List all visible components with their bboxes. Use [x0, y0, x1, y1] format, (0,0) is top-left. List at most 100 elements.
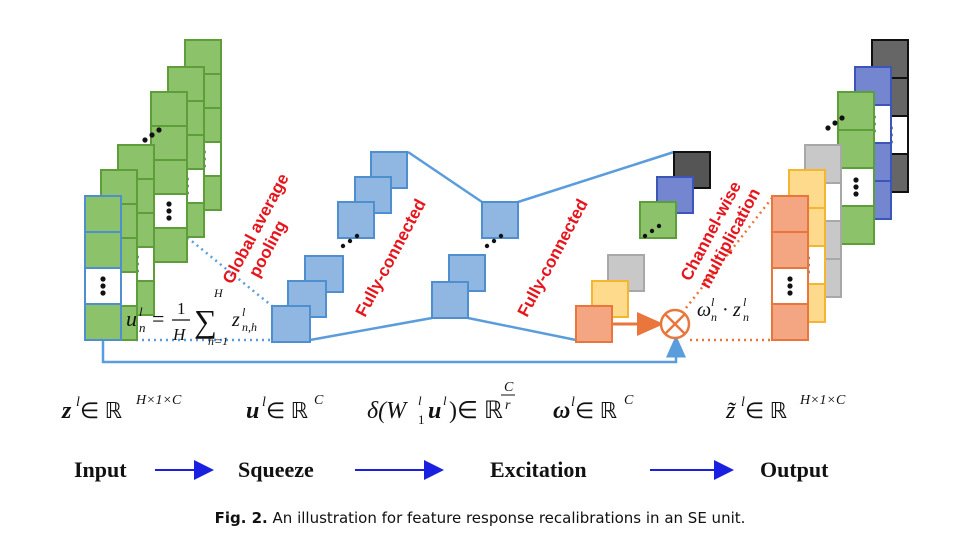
caption-text: An illustration for feature response rec…	[267, 509, 746, 527]
shape-z: z l ∈ ℝ H×1×C	[61, 393, 182, 424]
shape-delta: δ(W 1 l u l )∈ ℝ C r	[367, 380, 515, 427]
output-column-orange-cell	[771, 303, 809, 341]
input-column-2-cell	[150, 227, 188, 263]
input-front-column-cell	[84, 303, 122, 341]
fc1-ellipsis-icon	[484, 243, 490, 249]
multiply-operator-icon	[659, 308, 691, 340]
shape-zt-var: z̃	[725, 398, 737, 424]
output-depth-ellipsis-icon	[832, 120, 838, 126]
formula-u-sup: l	[139, 304, 143, 319]
formula-sum-icon: ∑	[194, 303, 217, 339]
se-unit-diagram: Global average pooling Fully-connected F…	[61, 39, 909, 482]
input-front-column-ellipsis-icon	[100, 276, 106, 282]
scale-z-sup: l	[743, 295, 747, 309]
u-ellipsis-icon	[354, 233, 360, 239]
fc2-line-bottom	[467, 316, 577, 342]
input-column-2-cell	[150, 125, 188, 161]
output-column-orange-cell	[771, 231, 809, 269]
shape-u-dims: C	[314, 393, 324, 408]
input-depth-ellipsis-icon	[156, 127, 162, 133]
formula-z-sub: n,h	[242, 320, 257, 334]
fc1-top-block	[481, 201, 519, 239]
feature-blocks	[84, 39, 909, 343]
pool-dotted-top	[135, 195, 273, 307]
label-global-average-pooling: Global average pooling	[219, 166, 313, 296]
input-column-2-ellipsis-icon	[166, 201, 172, 207]
output-column-green-cell	[837, 129, 875, 169]
input-front-column-cell	[84, 195, 122, 233]
u-top-block-2	[337, 201, 375, 239]
shape-delta-sup: l	[418, 393, 422, 408]
u-ellipsis-icon	[340, 243, 346, 249]
scale-omega-sup: l	[711, 295, 715, 309]
input-depth-ellipsis-icon	[142, 137, 148, 143]
formula-u: u	[126, 306, 137, 331]
fc1-bottom-block	[431, 281, 469, 319]
fc1-line-bottom	[309, 316, 433, 342]
output-column-orange-ellipsis-icon	[787, 290, 793, 296]
shape-omega-dims: C	[624, 393, 634, 408]
input-column-2-cell	[150, 91, 188, 127]
output-column-green-cell	[837, 205, 875, 245]
shape-delta-pre: δ(W	[367, 398, 408, 424]
input-column-2-cell	[150, 159, 188, 195]
shape-omega: ω l ∈ ℝ C	[553, 393, 634, 424]
shape-omega-var: ω	[553, 398, 570, 424]
output-column-green-ellipsis-icon	[853, 191, 859, 197]
output-depth-ellipsis-icon	[839, 115, 845, 121]
flow-squeeze: Squeeze	[238, 457, 314, 482]
formula-eq: =	[152, 306, 164, 331]
flow-output: Output	[760, 457, 829, 482]
formula-frac-den: H	[172, 325, 187, 344]
u-ellipsis-icon	[347, 238, 353, 244]
input-front-column-ellipsis-icon	[100, 283, 106, 289]
flow-input: Input	[74, 457, 127, 482]
shape-omega-sup: l	[571, 395, 575, 410]
shape-z-sup: l	[76, 395, 80, 410]
shape-z-dims: H×1×C	[135, 393, 182, 408]
fc1-ellipsis-icon	[498, 233, 504, 239]
scale-omega-sub: n	[711, 310, 717, 324]
formula-sum-bot: h=1	[208, 334, 228, 348]
shape-z-tilde: z̃ l ∈ ℝ H×1×C	[725, 393, 846, 424]
shape-delta-frac-den: r	[505, 398, 511, 413]
flow-row: Input Squeeze Excitation Output	[74, 457, 829, 482]
input-front-column-ellipsis-icon	[100, 290, 106, 296]
residual-path	[101, 335, 686, 364]
omega-ellipsis-icon	[642, 233, 648, 239]
shape-z-var: z	[61, 398, 72, 424]
shape-delta-sub: 1	[418, 412, 425, 427]
formula-frac-num: 1	[177, 299, 186, 318]
omega-ellipsis-icon	[656, 223, 662, 229]
scale-omega: ω	[697, 299, 711, 321]
input-front-column-cell	[84, 231, 122, 269]
formula-sum-top: H	[213, 286, 224, 300]
omega-ellipsis-icon	[649, 228, 655, 234]
output-column-green-ellipsis-icon	[853, 184, 859, 190]
figure-caption: Fig. 2. An illustration for feature resp…	[0, 509, 960, 527]
gap-formula: u l n = 1 H H ∑ h=1 z l n,h	[126, 286, 257, 348]
shape-zt-dims: H×1×C	[799, 393, 846, 408]
fc2-line-top	[517, 150, 675, 204]
shape-zt-rel: ∈ ℝ	[745, 398, 788, 423]
output-column-green-ellipsis-icon	[853, 177, 859, 183]
output-column-orange-ellipsis-icon	[787, 276, 793, 282]
input-column-2-ellipsis-icon	[166, 215, 172, 221]
label-fully-connected-2: Fully-connected	[514, 196, 592, 320]
omega-block-orange	[575, 305, 613, 343]
output-depth-ellipsis-icon	[825, 125, 831, 131]
output-column-orange-ellipsis-icon	[787, 283, 793, 289]
shape-omega-rel: ∈ ℝ	[575, 398, 618, 423]
shape-u-var: u	[246, 398, 259, 424]
formula-u-sub: n	[139, 320, 146, 335]
shape-u: u l ∈ ℝ C	[246, 393, 324, 424]
shape-z-rel: ∈ ℝ	[80, 398, 123, 423]
shape-delta-frac-num: C	[504, 380, 514, 395]
input-column-2-ellipsis-icon	[166, 208, 172, 214]
connectors	[101, 150, 773, 364]
shape-zt-sup: l	[741, 395, 745, 410]
scale-z: z	[732, 299, 741, 321]
scale-dot: ·	[722, 299, 729, 321]
output-column-green-cell	[837, 91, 875, 131]
fc1-line-top	[407, 150, 483, 204]
